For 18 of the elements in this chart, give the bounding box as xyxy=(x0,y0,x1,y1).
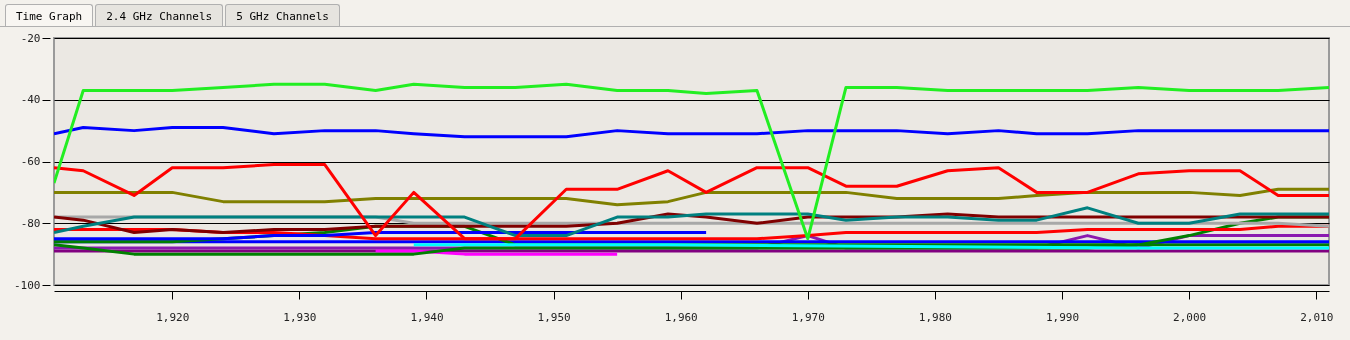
y-tick-label: -80 xyxy=(20,216,41,230)
x-tick-label: 1,970 xyxy=(791,310,825,324)
y-tick-label: -100 xyxy=(14,278,41,292)
x-tick-label: 2,010 xyxy=(1300,310,1334,324)
x-tick-label: 1,940 xyxy=(410,310,444,324)
y-tick-label: -40 xyxy=(20,93,41,107)
x-tick-label: 1,990 xyxy=(1045,310,1080,324)
x-tick-label: 1,920 xyxy=(156,310,190,324)
y-tick-label: -60 xyxy=(20,155,41,168)
x-tick-label: 1,930 xyxy=(283,310,317,324)
y-tick-label: -20 xyxy=(20,31,41,45)
x-tick-label: 1,950 xyxy=(537,310,571,324)
x-tick-label: 2,000 xyxy=(1173,310,1207,324)
x-tick-label: 1,980 xyxy=(918,310,952,324)
text: 2.4 GHz Channels xyxy=(95,4,224,26)
text: 5 GHz Channels xyxy=(225,4,340,26)
x-tick-label: 1,960 xyxy=(664,310,698,324)
text: Time Graph xyxy=(5,4,94,26)
